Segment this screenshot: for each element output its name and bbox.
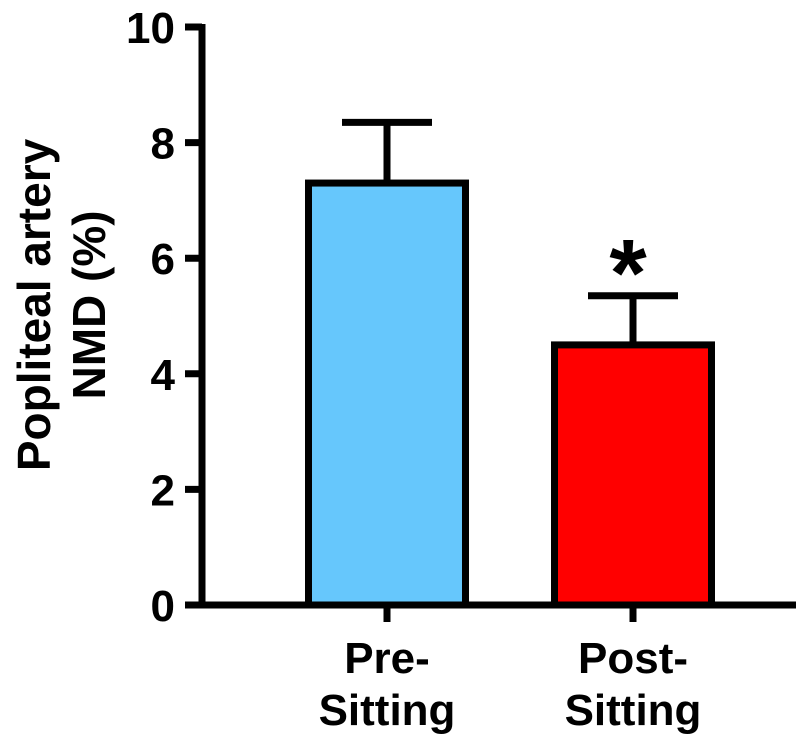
x-tick-label: Pre- [344,634,430,683]
y-tick-label: 2 [151,466,175,515]
axes-group [185,23,796,622]
y-tick-label: 4 [151,351,176,400]
bars-group [305,179,715,609]
significance-marker: * [609,220,647,327]
error-bars-group [342,118,678,345]
y-axis-title-line-2: NMD (%) [63,210,115,399]
x-tick-label: Sitting [319,686,456,735]
y-tick-label: 0 [151,582,175,631]
y-tick-label: 10 [126,4,175,53]
y-axis-title-line-1: Popliteal artery [8,138,60,471]
bar-post-sitting [551,341,715,609]
y-axis-title: Popliteal artery NMD (%) [8,138,115,471]
y-tick-label: 8 [151,120,175,169]
bar-pre-sitting [305,179,469,609]
y-tick-label: 6 [151,235,175,284]
x-tick-label: Sitting [565,686,702,735]
x-tick-label: Post- [578,634,688,683]
